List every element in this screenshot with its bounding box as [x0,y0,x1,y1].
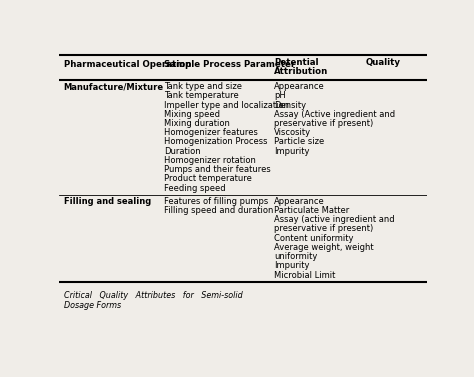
Text: Homogenizer rotation: Homogenizer rotation [164,156,256,165]
Text: Pharmaceutical Operation: Pharmaceutical Operation [64,60,191,69]
Text: Pumps and their features: Pumps and their features [164,165,271,174]
Text: Viscosity: Viscosity [274,128,311,137]
Text: Tank temperature: Tank temperature [164,91,239,100]
Text: Mixing duration: Mixing duration [164,119,230,128]
Text: Attribution: Attribution [274,67,328,76]
Text: Quality: Quality [366,58,401,67]
Text: Microbial Limit: Microbial Limit [274,271,336,279]
Text: Average weight, weight: Average weight, weight [274,243,374,252]
Text: uniformity: uniformity [274,252,318,261]
Text: Product temperature: Product temperature [164,175,252,184]
Text: Sample Process Parameter: Sample Process Parameter [164,60,295,69]
Text: Assay (active ingredient and: Assay (active ingredient and [274,215,395,224]
Text: Mixing speed: Mixing speed [164,110,220,119]
Text: preservative if present): preservative if present) [274,119,374,128]
Text: Impurity: Impurity [274,261,310,270]
Text: Density: Density [274,101,306,110]
Text: Impeller type and localization: Impeller type and localization [164,101,289,110]
Text: Feeding speed: Feeding speed [164,184,226,193]
Text: Features of filling pumps: Features of filling pumps [164,197,268,206]
Text: Duration: Duration [164,147,201,156]
Text: Content uniformity: Content uniformity [274,234,354,242]
Text: Filling and sealing: Filling and sealing [64,197,151,206]
Text: Assay (Active ingredient and: Assay (Active ingredient and [274,110,395,119]
Text: Impurity: Impurity [274,147,310,156]
Text: Homogenization Process: Homogenization Process [164,138,267,147]
Text: pH: pH [274,91,286,100]
Text: Particulate Matter: Particulate Matter [274,206,349,215]
Text: Appearance: Appearance [274,197,325,206]
Text: Potential: Potential [274,58,319,67]
Text: preservative if present): preservative if present) [274,224,374,233]
Text: Manufacture/Mixture: Manufacture/Mixture [64,82,164,91]
Text: Appearance: Appearance [274,82,325,91]
Text: Dosage Forms: Dosage Forms [64,300,121,310]
Text: Filling speed and duration: Filling speed and duration [164,206,273,215]
Text: Tank type and size: Tank type and size [164,82,242,91]
Text: Particle size: Particle size [274,138,324,147]
Text: Critical   Quality   Attributes   for   Semi-solid: Critical Quality Attributes for Semi-sol… [64,291,242,300]
Text: Homogenizer features: Homogenizer features [164,128,258,137]
